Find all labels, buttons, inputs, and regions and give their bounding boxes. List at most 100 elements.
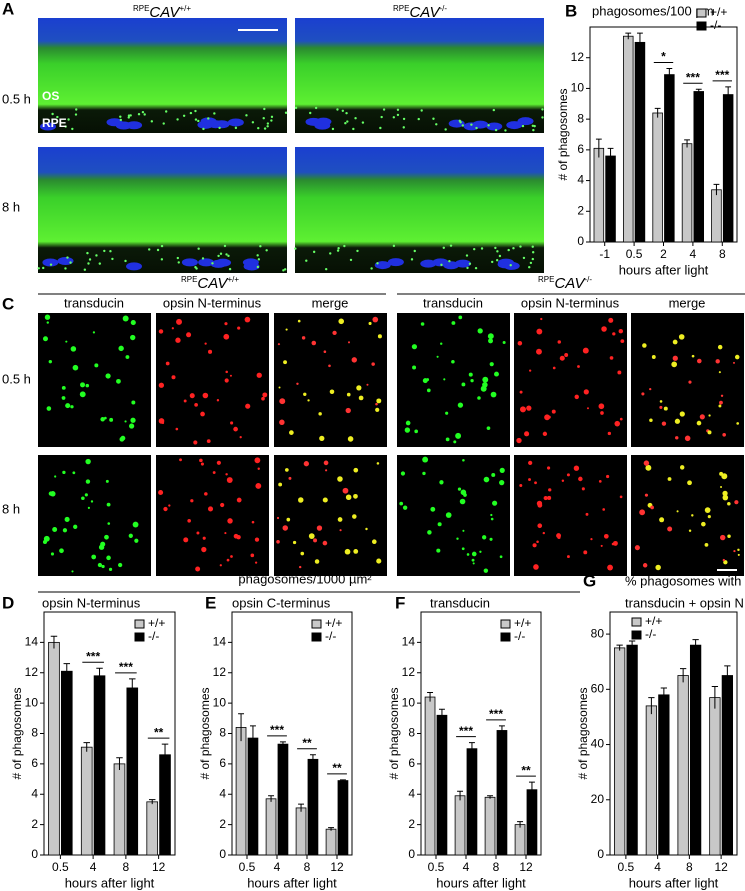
speck [156, 248, 160, 252]
punctum [286, 517, 291, 522]
punctum [377, 334, 382, 339]
punctum [257, 467, 260, 470]
genotype-part: CAV [197, 275, 229, 292]
bar [265, 798, 277, 856]
punctum [72, 471, 76, 475]
punctum [644, 493, 649, 497]
speck [444, 128, 447, 131]
y-tick-label: 4 [219, 786, 226, 800]
legend-label: -/- [645, 627, 656, 641]
genotype-part: RPE [181, 275, 197, 284]
bar [613, 647, 626, 856]
speck [294, 247, 297, 250]
punctum [672, 355, 678, 361]
bar [235, 727, 247, 856]
punctum [345, 494, 352, 501]
punctum [224, 532, 227, 535]
punctum [92, 331, 96, 334]
punctum [325, 469, 328, 472]
punctum [356, 385, 362, 391]
punctum [254, 457, 261, 464]
punctum [255, 483, 262, 489]
punctum [734, 500, 739, 505]
punctum [420, 322, 425, 326]
speck [494, 128, 498, 132]
punctum [721, 473, 728, 480]
speck [294, 106, 298, 110]
error-bar [595, 138, 602, 158]
speck [111, 257, 114, 261]
column-label: opsin N-terminus [163, 295, 262, 310]
punctum [87, 506, 90, 509]
speck [282, 269, 285, 272]
speck [259, 245, 262, 248]
punctum [62, 528, 68, 533]
y-tick-label: 8 [31, 726, 38, 740]
speck [124, 259, 127, 263]
x-tick-label: 8 [123, 860, 130, 874]
punctum [72, 364, 79, 371]
punctum [70, 405, 74, 409]
punctum [176, 318, 182, 325]
error-bar [438, 708, 445, 722]
micrograph [295, 18, 544, 133]
speck [88, 258, 92, 261]
punctum [618, 328, 624, 334]
punctum [207, 506, 214, 512]
nucleus [40, 122, 57, 131]
bar [677, 675, 689, 856]
panel-letter: F [395, 593, 405, 612]
punctum [701, 521, 706, 527]
error-bar [96, 667, 103, 684]
x-tick-label: 8 [304, 860, 311, 874]
punctum [437, 522, 442, 527]
x-axis-label: hours after light [247, 875, 337, 890]
speck [521, 124, 525, 128]
speck [531, 124, 535, 128]
punctum [358, 395, 364, 401]
x-axis-label: hours after light [629, 875, 719, 890]
y-tick-label: 14 [25, 635, 39, 649]
legend-swatch [134, 632, 145, 642]
punctum [202, 392, 209, 399]
punctum [445, 411, 449, 415]
punctum [696, 420, 702, 426]
nucleus [126, 262, 143, 271]
punctum [737, 548, 740, 552]
legend-swatch [311, 619, 322, 629]
punctum [736, 422, 740, 425]
bar [307, 758, 319, 856]
punctum [223, 333, 230, 340]
punctum [225, 473, 228, 476]
punctum [224, 378, 229, 383]
punctum [556, 533, 562, 539]
punctum [732, 361, 735, 364]
punctum [659, 517, 665, 523]
bar [295, 807, 307, 856]
error-bar [129, 678, 136, 698]
speck [194, 266, 197, 269]
punctum [196, 531, 200, 535]
speck [75, 108, 78, 111]
speck [225, 253, 228, 256]
speck [440, 263, 443, 267]
punctum [322, 497, 328, 503]
genotype-part: RPE [538, 275, 554, 284]
punctum [283, 360, 288, 365]
punctum [90, 500, 94, 503]
x-axis-label: hours after light [436, 875, 526, 890]
speck [245, 114, 248, 117]
error-bar [528, 781, 535, 798]
speck [336, 249, 340, 252]
genotype-label: RPECAV+/+ [133, 4, 191, 21]
punctum [229, 374, 232, 377]
bar [689, 644, 702, 856]
speck [531, 257, 535, 261]
genotype-label: RPECAV-/- [393, 4, 447, 21]
speck [487, 124, 490, 127]
speck [71, 127, 74, 131]
punctum [101, 564, 105, 569]
punctum [436, 355, 439, 358]
punctum [477, 396, 481, 400]
y-tick-label: 20 [591, 792, 605, 806]
